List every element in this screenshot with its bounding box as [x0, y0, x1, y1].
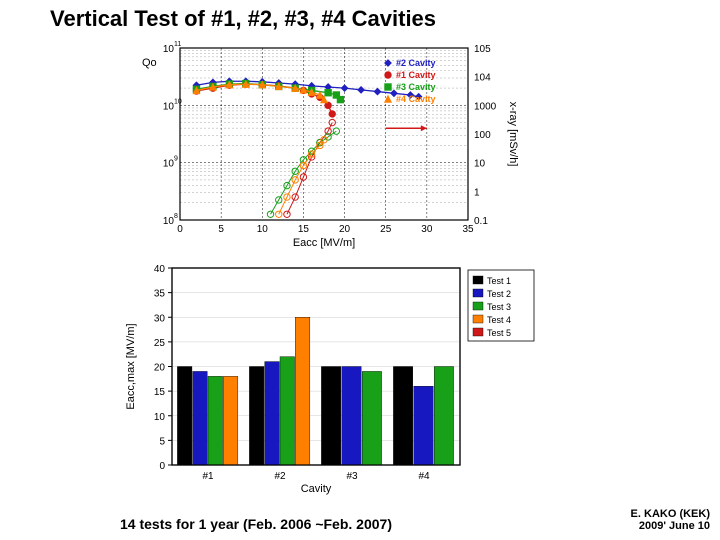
- svg-text:30: 30: [421, 224, 433, 235]
- svg-text:Test 3: Test 3: [487, 302, 511, 312]
- svg-text:35: 35: [154, 289, 166, 300]
- svg-text:#1: #1: [202, 471, 214, 482]
- svg-text:Test 4: Test 4: [487, 315, 511, 325]
- page-title: Vertical Test of #1, #2, #3, #4 Cavities: [20, 6, 700, 32]
- svg-text:104: 104: [474, 73, 491, 84]
- svg-text:0: 0: [159, 461, 165, 472]
- svg-text:105: 105: [474, 44, 491, 55]
- svg-text:10: 10: [163, 159, 175, 170]
- svg-text:#2 Cavity: #2 Cavity: [396, 58, 436, 68]
- caption-text: 14 tests for 1 year (Feb. 2006 ~Feb. 200…: [120, 516, 392, 532]
- credit-date: 2009' June 10: [631, 520, 710, 532]
- svg-text:1000: 1000: [474, 101, 497, 112]
- svg-text:11: 11: [174, 41, 181, 48]
- svg-text:#4 Cavity: #4 Cavity: [396, 94, 436, 104]
- svg-text:Test 1: Test 1: [487, 276, 511, 286]
- eacc-bar-chart: 0 5 10 15 20 25 30 35 40 Eacc,max [MV/m] #1 #2 #3 #4 C…: [120, 260, 540, 495]
- svg-text:Eacc,max [MV/m]: Eacc,max [MV/m]: [125, 323, 137, 409]
- svg-text:30: 30: [154, 313, 166, 324]
- credit-author: E. KAKO (KEK): [631, 508, 710, 520]
- svg-text:#3: #3: [346, 471, 358, 482]
- svg-text:35: 35: [462, 224, 474, 235]
- qo-xray-chart: 05101520253035Eacc [MV/m]10810910101011Q…: [130, 40, 520, 250]
- svg-text:Qo: Qo: [142, 57, 157, 69]
- svg-text:10: 10: [174, 98, 182, 105]
- svg-text:40: 40: [154, 264, 166, 275]
- svg-text:1: 1: [474, 187, 480, 198]
- svg-text:#1 Cavity: #1 Cavity: [396, 70, 436, 80]
- svg-text:Eacc [MV/m]: Eacc [MV/m]: [293, 237, 355, 249]
- svg-text:15: 15: [154, 387, 166, 398]
- svg-text:10: 10: [163, 44, 175, 55]
- svg-text:#3 Cavity: #3 Cavity: [396, 82, 436, 92]
- svg-text:Cavity: Cavity: [301, 483, 332, 495]
- svg-text:5: 5: [218, 224, 224, 235]
- svg-text:20: 20: [154, 363, 166, 374]
- svg-text:10: 10: [154, 412, 166, 423]
- svg-text:x-ray [mSv/h]: x-ray [mSv/h]: [507, 102, 519, 167]
- svg-text:10: 10: [257, 224, 269, 235]
- svg-text:25: 25: [154, 338, 166, 349]
- svg-text:Test 5: Test 5: [487, 328, 511, 338]
- svg-text:0.1: 0.1: [474, 216, 488, 227]
- svg-text:15: 15: [298, 224, 310, 235]
- svg-text:5: 5: [159, 436, 165, 447]
- svg-text:10: 10: [474, 159, 486, 170]
- svg-text:9: 9: [174, 156, 178, 163]
- svg-text:#4: #4: [418, 471, 430, 482]
- svg-text:10: 10: [163, 101, 175, 112]
- svg-text:Test 2: Test 2: [487, 289, 511, 299]
- svg-text:10: 10: [163, 216, 175, 227]
- svg-text:0: 0: [177, 224, 183, 235]
- svg-text:8: 8: [174, 213, 178, 220]
- svg-text:25: 25: [380, 224, 392, 235]
- svg-text:20: 20: [339, 224, 351, 235]
- credit-block: E. KAKO (KEK) 2009' June 10: [631, 508, 710, 532]
- svg-text:100: 100: [474, 130, 491, 141]
- svg-text:#2: #2: [274, 471, 286, 482]
